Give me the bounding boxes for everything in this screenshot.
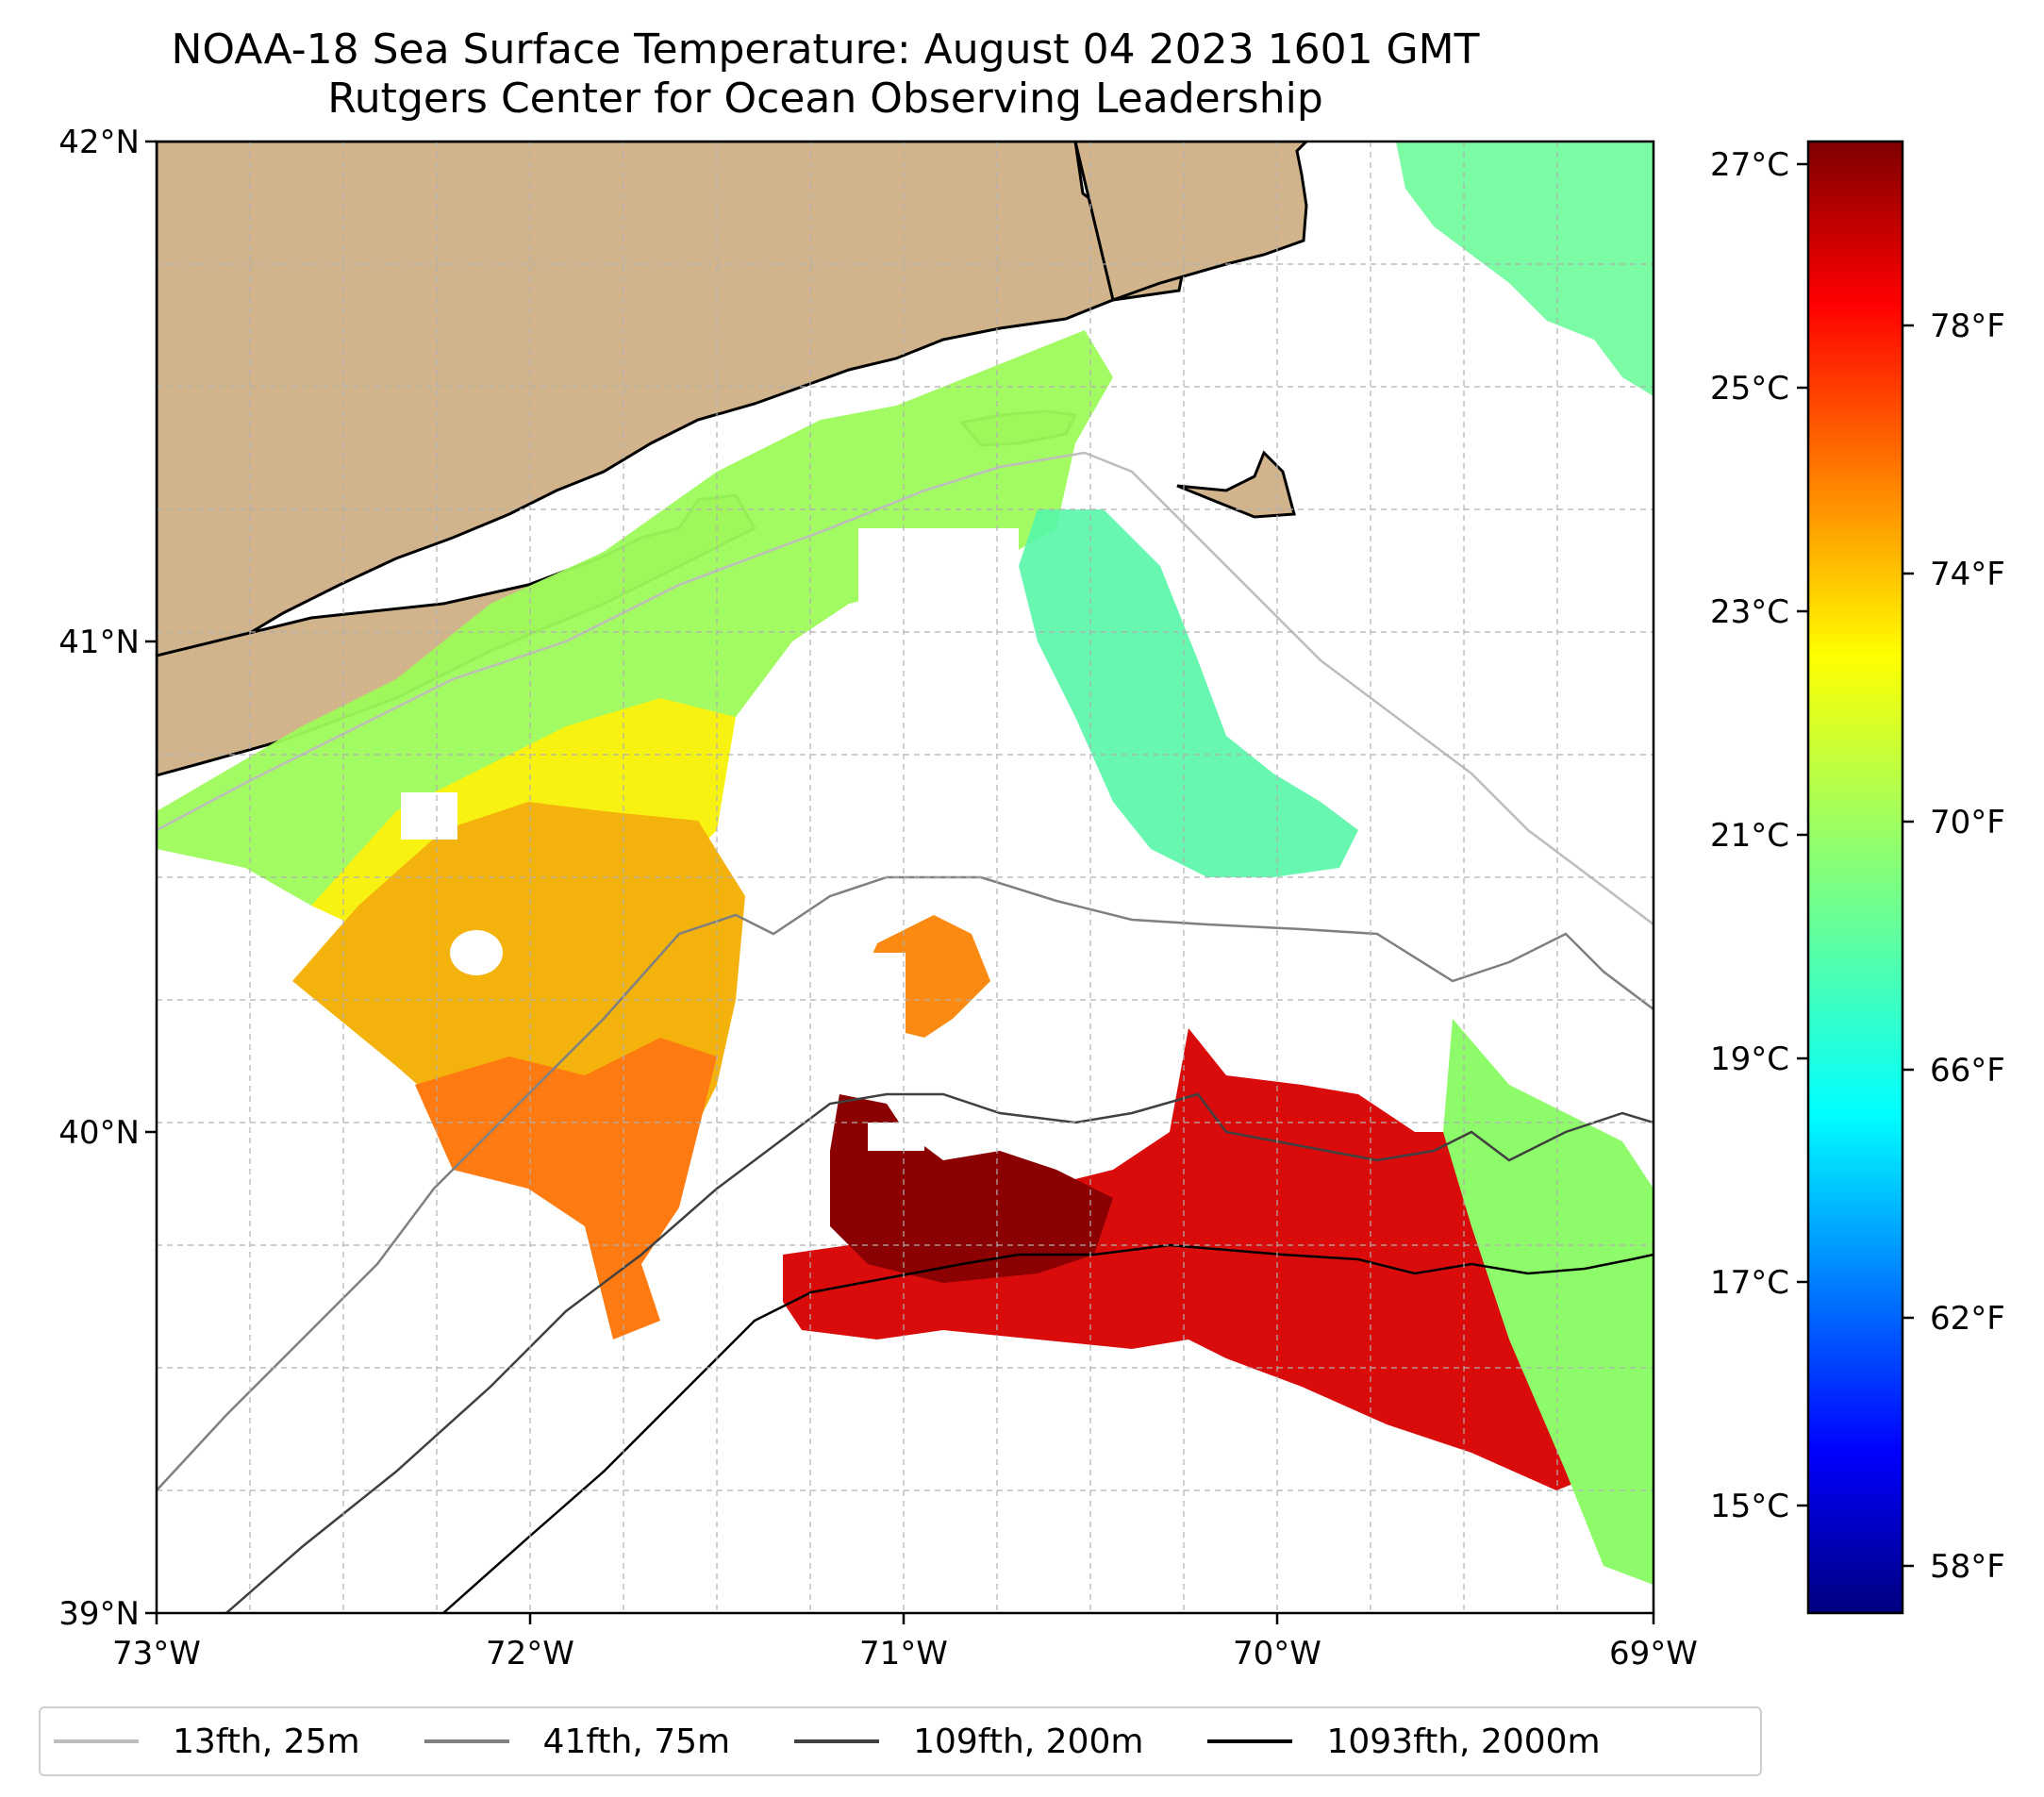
lon-ticks (155, 1613, 1655, 1624)
celsius-label: 23°C (1710, 593, 1789, 631)
fahrenheit-label: 78°F (1930, 308, 2005, 345)
sst-field (157, 141, 1653, 1585)
lat-label-41n: 41°N (58, 624, 140, 661)
lon-label-69w: 69°W (1609, 1635, 1698, 1672)
lat-label-39n: 39°N (58, 1595, 140, 1633)
lat-label-40n: 40°N (58, 1114, 140, 1152)
fahrenheit-label: 74°F (1930, 556, 2005, 593)
sst-patch-red-warm-core (783, 1028, 1604, 1490)
legend-swatch (54, 1739, 139, 1743)
legend-item-200m: 109fth, 200m (794, 1722, 1143, 1761)
figure-title: NOAA-18 Sea Surface Temperature: August … (171, 25, 1480, 74)
legend-label: 13fth, 25m (173, 1722, 360, 1761)
celsius-ticks (1797, 162, 1808, 1507)
contour-legend: 13fth, 25m 41fth, 75m 109fth, 200m 1093f… (39, 1706, 1762, 1776)
celsius-label: 21°C (1710, 817, 1789, 855)
fahrenheit-label: 70°F (1930, 804, 2005, 841)
contour-200m (225, 1092, 1653, 1613)
lon-label-73w: 73°W (112, 1635, 201, 1672)
contour-2000m (442, 1243, 1653, 1613)
map-frame (155, 140, 1655, 1615)
sst-patch-cyan-shelf-east (1019, 509, 1358, 877)
celsius-label: 15°C (1710, 1488, 1789, 1525)
legend-swatch (1207, 1739, 1293, 1743)
legend-swatch (794, 1739, 880, 1743)
lon-label-71w: 71°W (859, 1635, 948, 1672)
map-gridlines (157, 141, 1653, 1613)
celsius-label: 27°C (1710, 146, 1789, 184)
colorbar (1806, 140, 1904, 1615)
sst-patch-orange-south (415, 1038, 717, 1339)
sst-patch-green-east (1443, 1019, 1653, 1585)
legend-label: 41fth, 75m (542, 1722, 731, 1761)
fahrenheit-label: 58°F (1930, 1548, 2005, 1586)
lat-label-42n: 42°N (58, 124, 140, 161)
legend-swatch (424, 1739, 509, 1743)
figure-subtitle: Rutgers Center for Ocean Observing Leade… (327, 75, 1323, 123)
legend-item-2000m: 1093fth, 2000m (1207, 1722, 1601, 1761)
legend-label: 1093fth, 2000m (1326, 1722, 1601, 1761)
fahrenheit-ticks (1903, 324, 1914, 1568)
fahrenheit-label: 62°F (1930, 1300, 2005, 1338)
lon-label-70w: 70°W (1233, 1635, 1321, 1672)
sst-patch-green-nearshore (157, 330, 1113, 943)
land-cape-cod (1073, 141, 1309, 302)
lat-ticks (145, 140, 157, 1615)
fahrenheit-label: 66°F (1930, 1052, 2005, 1090)
celsius-label: 25°C (1710, 370, 1789, 408)
celsius-label: 19°C (1710, 1040, 1789, 1078)
legend-item-25m: 13fth, 25m (54, 1722, 360, 1761)
legend-label: 109fth, 200m (913, 1722, 1144, 1761)
sst-patch-green-ne (1396, 141, 1653, 396)
land-nantucket (1176, 450, 1296, 519)
contour-25m (157, 451, 1653, 925)
no-data-regions (401, 528, 1321, 1170)
legend-item-75m: 41fth, 75m (424, 1722, 731, 1761)
lon-label-72w: 72°W (486, 1635, 574, 1672)
celsius-label: 17°C (1710, 1264, 1789, 1302)
